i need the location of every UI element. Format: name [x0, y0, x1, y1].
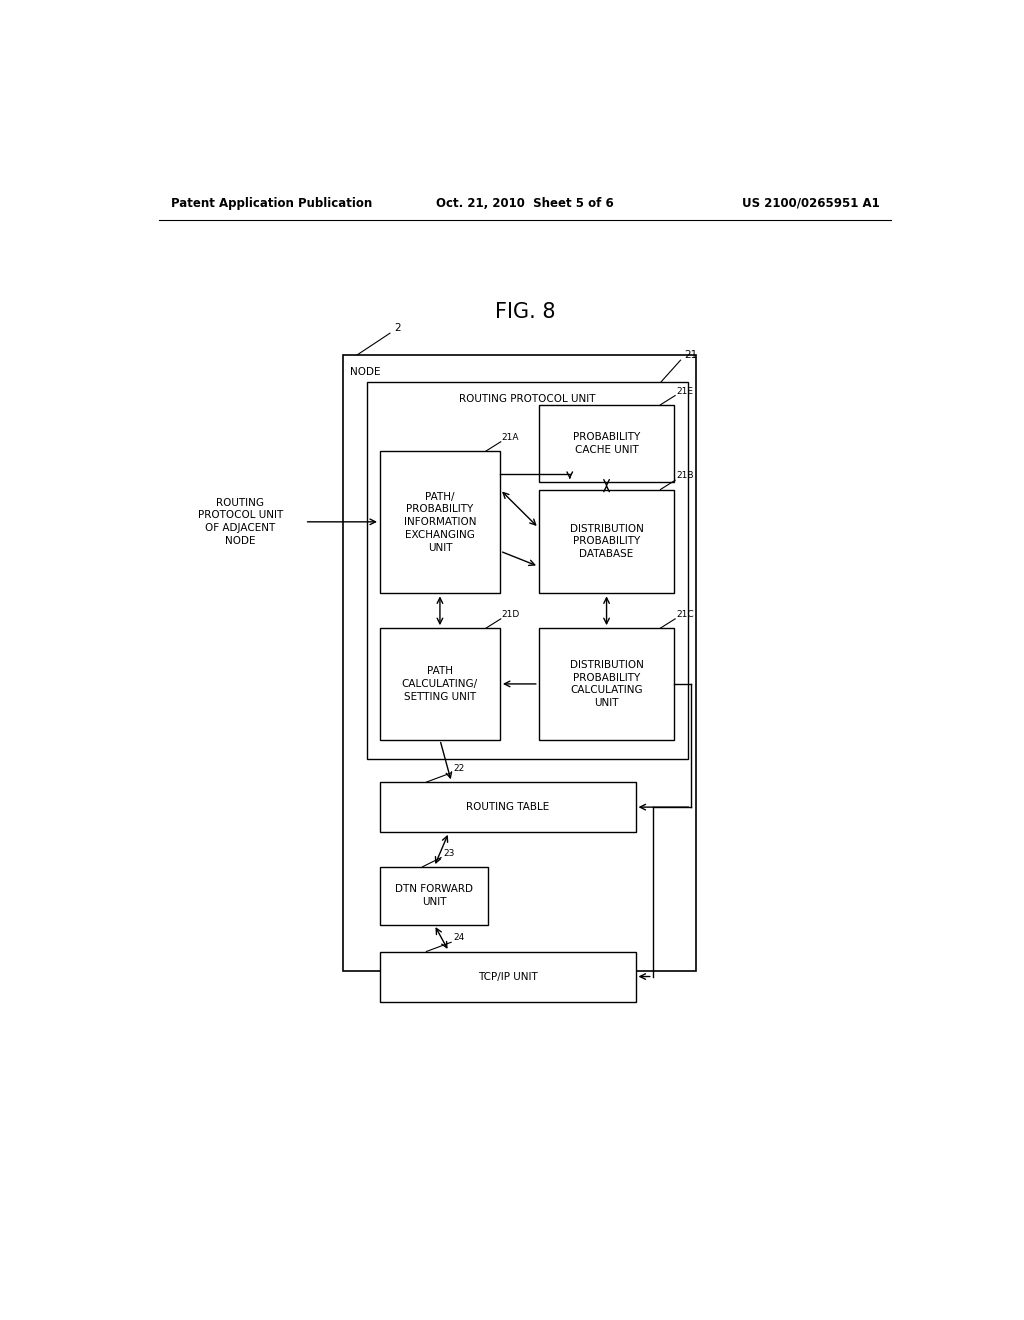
Bar — [367, 381, 688, 759]
Text: 21E: 21E — [676, 387, 693, 396]
Bar — [380, 628, 500, 739]
Text: Oct. 21, 2010  Sheet 5 of 6: Oct. 21, 2010 Sheet 5 of 6 — [436, 197, 613, 210]
Text: FIG. 8: FIG. 8 — [495, 302, 555, 322]
Text: ROUTING
PROTOCOL UNIT
OF ADJACENT
NODE: ROUTING PROTOCOL UNIT OF ADJACENT NODE — [198, 498, 283, 546]
Text: 21: 21 — [684, 350, 697, 360]
Text: 21D: 21D — [502, 610, 520, 619]
Bar — [539, 405, 675, 482]
Bar — [539, 628, 675, 739]
Text: DISTRIBUTION
PROBABILITY
CALCULATING
UNIT: DISTRIBUTION PROBABILITY CALCULATING UNI… — [569, 660, 643, 708]
Text: ROUTING PROTOCOL UNIT: ROUTING PROTOCOL UNIT — [459, 393, 596, 404]
Text: US 2100/0265951 A1: US 2100/0265951 A1 — [742, 197, 880, 210]
Text: 21C: 21C — [676, 610, 693, 619]
Text: TCP/IP UNIT: TCP/IP UNIT — [478, 972, 538, 982]
Bar — [343, 355, 696, 970]
Text: DTN FORWARD
UNIT: DTN FORWARD UNIT — [395, 884, 473, 907]
Bar — [380, 952, 636, 1002]
Bar — [380, 781, 636, 832]
Text: NODE: NODE — [349, 367, 380, 376]
Text: 24: 24 — [454, 933, 465, 942]
Text: DISTRIBUTION
PROBABILITY
DATABASE: DISTRIBUTION PROBABILITY DATABASE — [569, 524, 643, 560]
Bar — [380, 451, 500, 594]
Text: Patent Application Publication: Patent Application Publication — [171, 197, 372, 210]
Text: PATH
CALCULATING/
SETTING UNIT: PATH CALCULATING/ SETTING UNIT — [401, 667, 478, 702]
Text: ROUTING TABLE: ROUTING TABLE — [466, 803, 549, 812]
Text: 2: 2 — [394, 323, 400, 333]
Bar — [380, 867, 488, 924]
Text: 21B: 21B — [676, 471, 693, 480]
Text: 22: 22 — [454, 764, 465, 774]
Bar — [539, 490, 675, 594]
Text: PROBABILITY
CACHE UNIT: PROBABILITY CACHE UNIT — [573, 432, 640, 454]
Text: PATH/
PROBABILITY
INFORMATION
EXCHANGING
UNIT: PATH/ PROBABILITY INFORMATION EXCHANGING… — [403, 491, 476, 553]
Text: 23: 23 — [443, 849, 455, 858]
Text: 21A: 21A — [502, 433, 519, 442]
